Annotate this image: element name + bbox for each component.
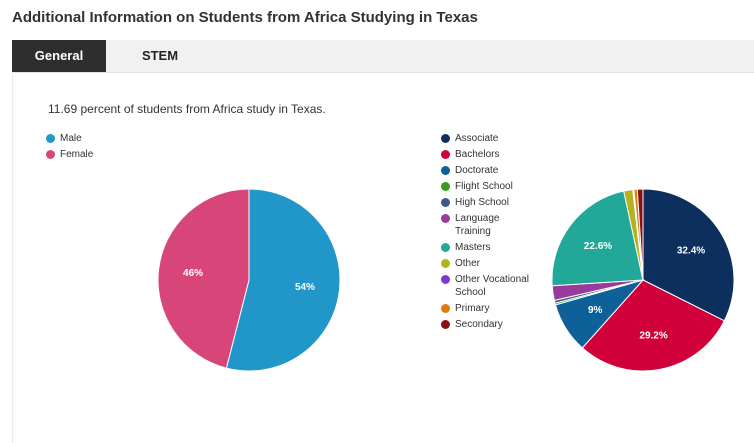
intro-text: 11.69 percent of students from Africa st…: [48, 102, 326, 116]
legend-item-bachelors[interactable]: Bachelors: [441, 148, 536, 161]
legend-dot: [441, 182, 450, 191]
tab-stem[interactable]: STEM: [141, 48, 179, 63]
legend-dot: [441, 198, 450, 207]
degree-data-label-doctorate: 9%: [588, 305, 603, 316]
legend-dot: [441, 150, 450, 159]
tab-bar: General STEM: [12, 40, 754, 73]
gender-slice-male[interactable]: [225, 188, 341, 372]
legend-item-other-vocational-school[interactable]: Other Vocational School: [441, 273, 536, 299]
tab-general[interactable]: General: [12, 40, 106, 72]
legend-dot: [441, 320, 450, 329]
degree-data-label-bachelors: 29.2%: [639, 330, 667, 341]
legend-label: High School: [455, 197, 509, 208]
legend-dot: [46, 134, 55, 143]
legend-dot: [441, 275, 450, 284]
legend-dot: [441, 259, 450, 268]
page-title: Additional Information on Students from …: [12, 9, 478, 26]
gender-data-label-male: 54%: [295, 282, 315, 293]
gender-slice-female[interactable]: [157, 188, 250, 369]
legend-label: Language Training: [455, 213, 500, 237]
gender-legend: Male Female: [46, 132, 93, 164]
degree-slice-associate[interactable]: [642, 188, 735, 322]
legend-dot: [441, 214, 450, 223]
degree-slice-bachelors[interactable]: [581, 279, 726, 372]
legend-item-secondary[interactable]: Secondary: [441, 318, 536, 331]
legend-item-other[interactable]: Other: [441, 257, 536, 270]
legend-label: Female: [60, 149, 94, 160]
legend-label: Secondary: [455, 319, 503, 330]
content-panel: [12, 72, 754, 443]
legend-label: Bachelors: [455, 149, 500, 160]
legend-dot: [441, 243, 450, 252]
degree-legend: Associate Bachelors Doctorate Flight Sch…: [441, 132, 536, 334]
legend-label: Male: [60, 133, 82, 144]
degree-data-label-associate: 32.4%: [677, 245, 705, 256]
legend-label: Primary: [455, 303, 490, 314]
legend-item-language-training[interactable]: Language Training: [441, 212, 536, 238]
legend-item-flight-school[interactable]: Flight School: [441, 180, 536, 193]
legend-label: Other Vocational School: [455, 274, 529, 298]
legend-label: Other: [455, 258, 481, 269]
legend-item-doctorate[interactable]: Doctorate: [441, 164, 536, 177]
legend-item-masters[interactable]: Masters: [441, 241, 536, 254]
legend-item-male[interactable]: Male: [46, 132, 93, 145]
degree-slice-secondary[interactable]: [636, 188, 644, 281]
legend-dot: [46, 150, 55, 159]
legend-label: Associate: [455, 133, 499, 144]
legend-label: Masters: [455, 242, 491, 253]
legend-item-female[interactable]: Female: [46, 148, 93, 161]
legend-item-associate[interactable]: Associate: [441, 132, 536, 145]
legend-label: Flight School: [455, 181, 513, 192]
legend-dot: [441, 134, 450, 143]
degree-slice-masters[interactable]: [551, 190, 644, 287]
legend-label: Doctorate: [455, 165, 499, 176]
legend-dot: [441, 166, 450, 175]
legend-item-primary[interactable]: Primary: [441, 302, 536, 315]
gender-data-label-female: 46%: [183, 268, 203, 279]
legend-dot: [441, 304, 450, 313]
degree-data-label-masters: 22.6%: [584, 241, 612, 252]
legend-item-high-school[interactable]: High School: [441, 196, 536, 209]
